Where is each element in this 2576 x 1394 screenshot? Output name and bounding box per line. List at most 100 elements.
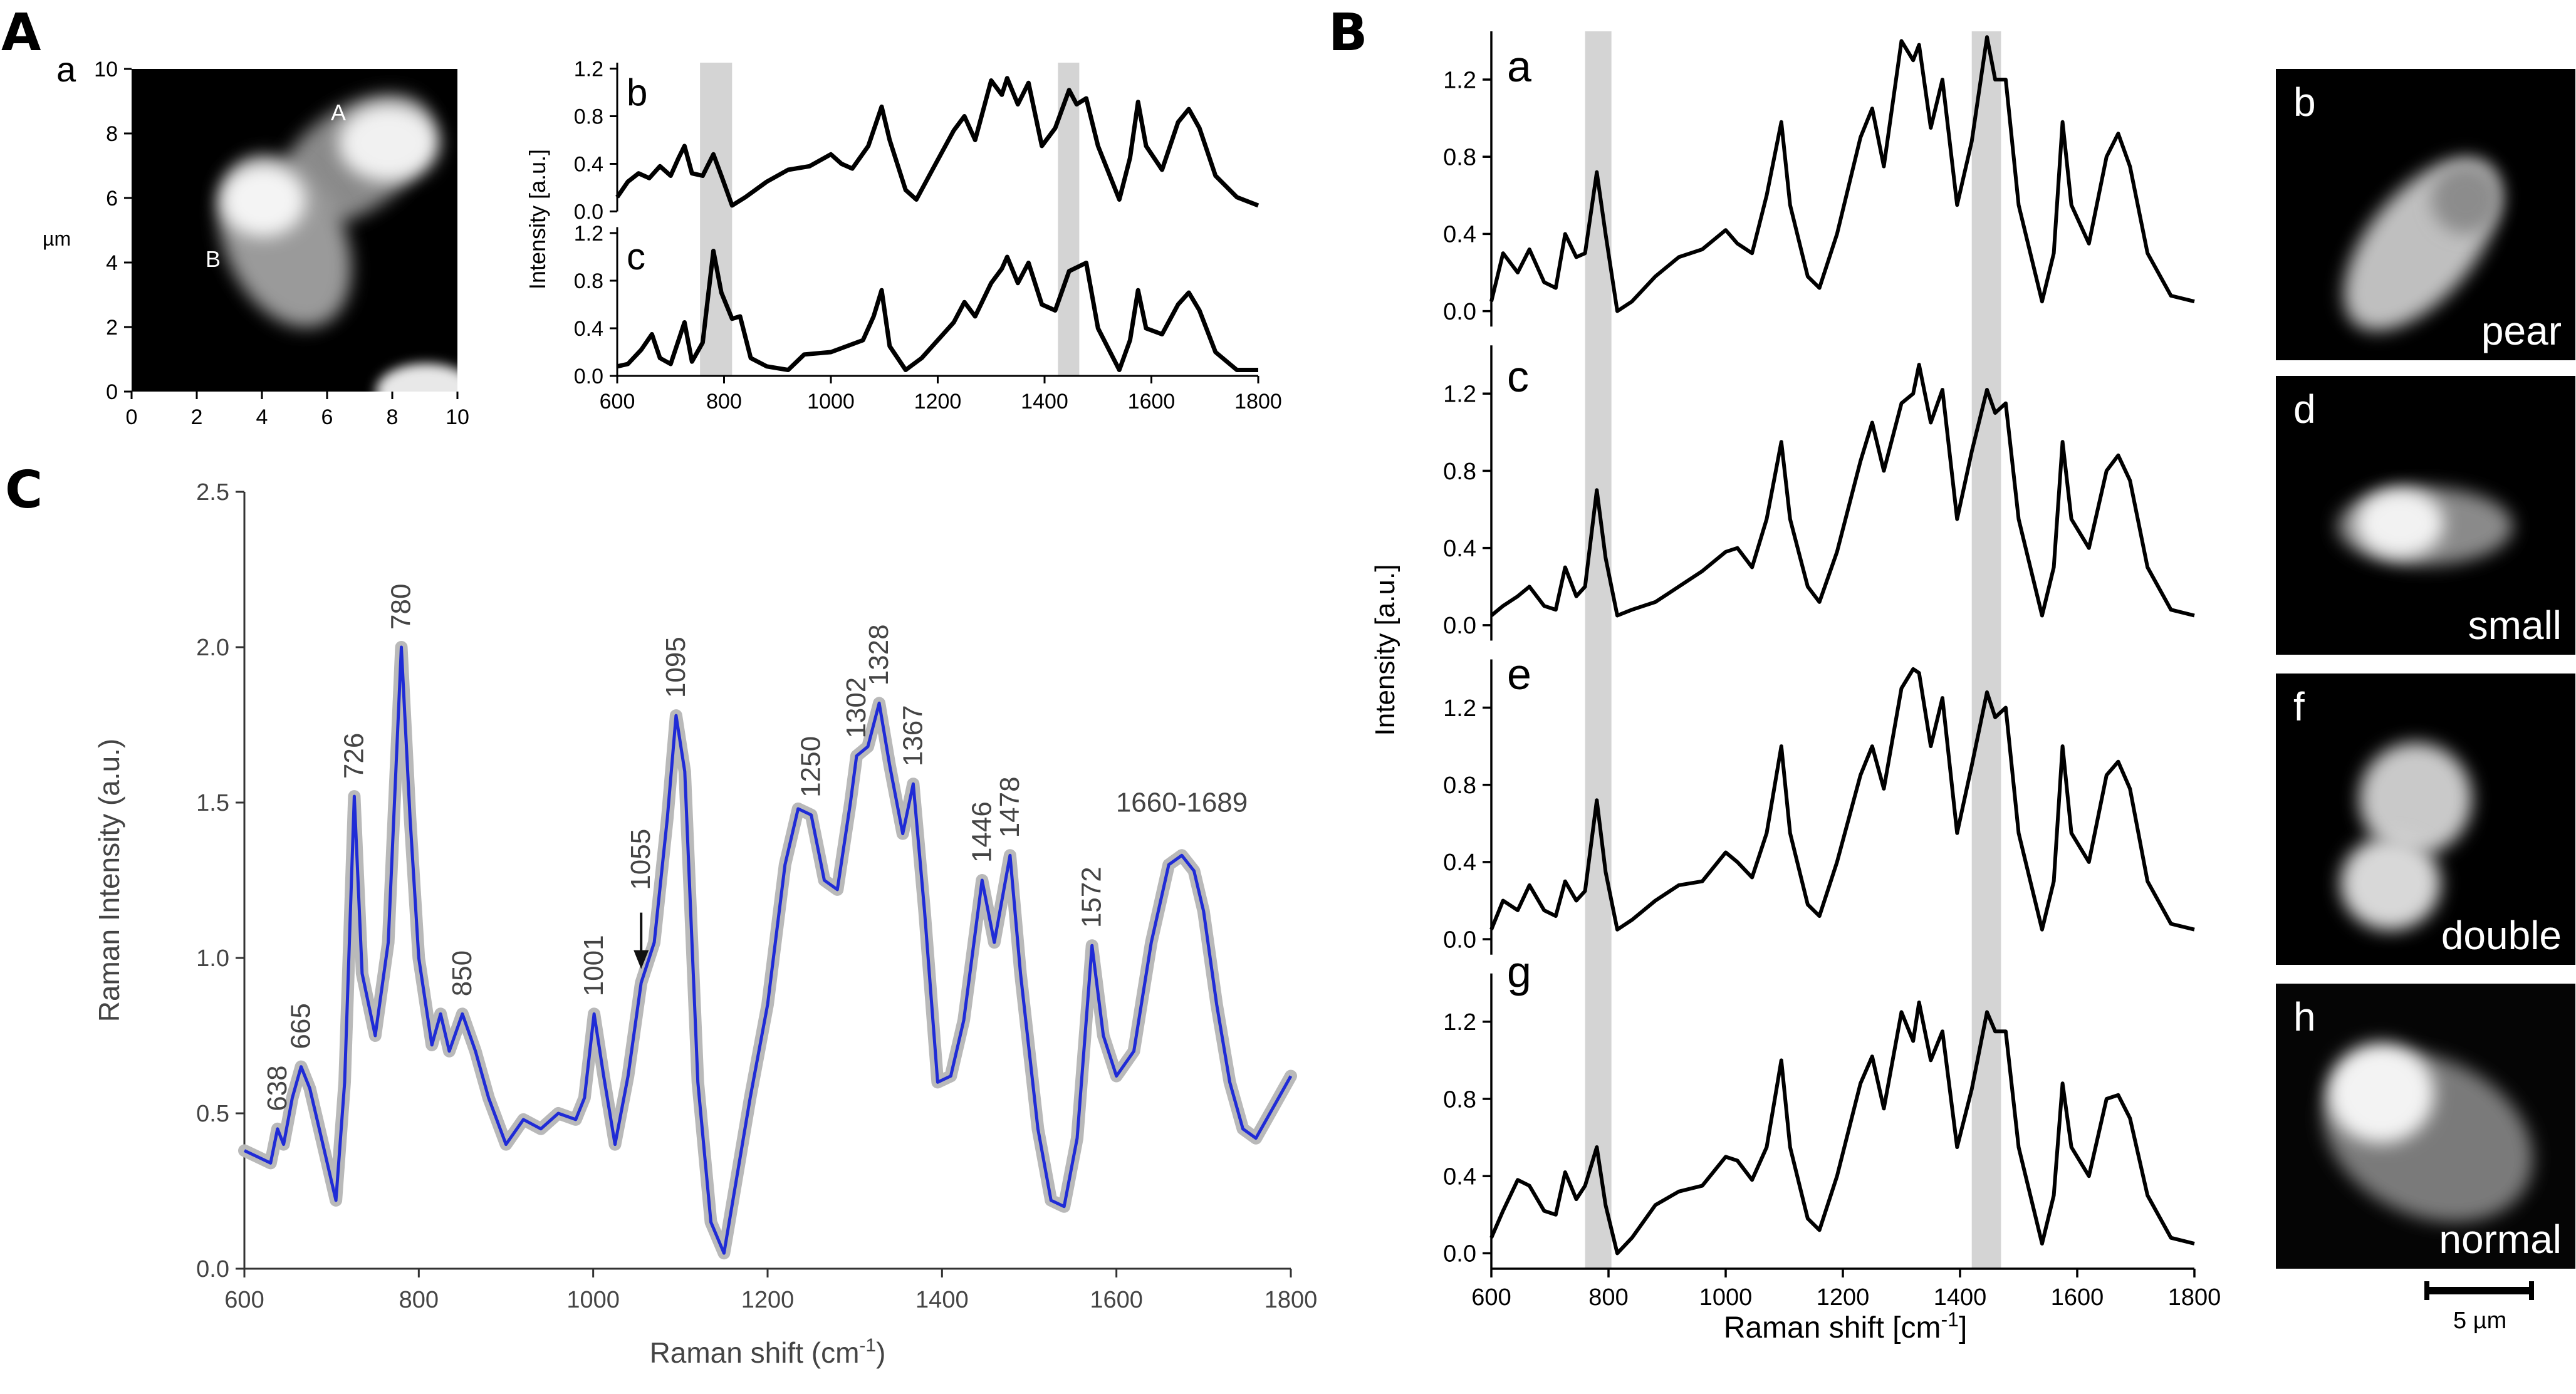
x-tick-label: 1200	[1817, 1284, 1870, 1311]
y-axis-label: Intensity [a.u.]	[1370, 564, 1400, 736]
micro-x-tick-label: 10	[446, 405, 469, 429]
y-tick-label: 0.0	[574, 365, 603, 388]
cell-image-letter: b	[2293, 80, 2316, 125]
cell-image-name: normal	[2439, 1217, 2562, 1262]
spectrum-line-a	[1489, 35, 2195, 313]
peak-label: 1095	[660, 637, 691, 698]
y-axis-label: Intensity [a.u.]	[524, 149, 550, 289]
double-top	[2359, 742, 2472, 855]
micro-y-tick-label: 6	[106, 187, 118, 211]
micrograph-sublabel: a	[56, 49, 76, 89]
y-tick-label: 0.4	[574, 152, 603, 176]
y-tick-label: 2.5	[196, 479, 229, 506]
y-tick-label: 0.8	[1443, 459, 1476, 485]
micrograph-a: a A B µm 0 2 4 6 8 10 0 2 4 6 8 10	[43, 49, 469, 429]
scale-bar-label: 5 µm	[2453, 1308, 2506, 1334]
y-tick-label: 0.0	[1443, 299, 1476, 325]
y-tick-label: 0.0	[1443, 927, 1476, 953]
micro-x-tick-label: 2	[191, 405, 203, 429]
y-tick-label: 0.0	[1443, 613, 1476, 639]
cell-image-name: double	[2441, 913, 2562, 958]
micro-y-tick-label: 10	[94, 58, 118, 81]
cell-image-name: pear	[2481, 308, 2562, 353]
cell-image-letter: h	[2293, 994, 2316, 1039]
peak-label: 1055	[625, 829, 656, 890]
y-tick-label: 0.4	[1443, 1163, 1476, 1190]
y-tick-label: 0.4	[1443, 222, 1476, 248]
cell-image-name: small	[2468, 603, 2562, 648]
y-tick-label: 1.5	[196, 790, 229, 816]
peak-label: 1446	[966, 801, 997, 863]
peak-label: 850	[447, 950, 477, 996]
y-tick-label: 0.4	[1443, 850, 1476, 876]
micro-x-tick-label: 4	[256, 405, 268, 429]
peak-label: 726	[338, 733, 369, 779]
pear-tip	[2431, 165, 2500, 234]
chart-b-sublabel-a: a	[1507, 42, 1531, 91]
x-tick-label: 1200	[741, 1287, 795, 1313]
y-axis-label: Raman Intensity (a.u.)	[93, 739, 125, 1022]
y-tick-label: 1.0	[196, 945, 229, 972]
y-tick-label: 1.2	[574, 57, 603, 81]
peak-label: 1660-1689	[1116, 787, 1248, 818]
chart-c-plot: 0.0 0.5 1.0 1.5 2.0 2.5 600 800 1000 1200 1400 1600…	[93, 479, 1317, 1369]
y-tick-label: 2.0	[196, 635, 229, 661]
y-tick-label: 0.4	[574, 317, 603, 341]
spectrum-line-c	[1490, 363, 2195, 618]
micro-x-tick-label: 8	[387, 405, 399, 429]
y-tick-label: 0.8	[574, 269, 603, 293]
spectrum-sd-band	[238, 641, 1297, 1260]
x-axis-label: Raman shift [cm-1]	[1724, 1308, 1968, 1345]
spectrum-line-c	[617, 249, 1258, 372]
y-tick-label: 0.0	[574, 200, 603, 224]
x-tick-label: 1800	[1234, 390, 1282, 414]
chart-a-sublabel-b: b	[627, 71, 647, 113]
peak-label: 1302	[841, 677, 872, 739]
x-tick-label: 1000	[807, 390, 855, 414]
x-tick-label: 1400	[1934, 1284, 1987, 1311]
x-tick-label: 600	[224, 1287, 264, 1313]
small-bright	[2356, 489, 2444, 558]
x-tick-label: 1000	[566, 1287, 620, 1313]
spectrum-line-e	[1489, 667, 2195, 932]
cell-image-labels: b pear d small f double h normal	[2293, 80, 2562, 1262]
micro-x-tick-label: 6	[321, 405, 333, 429]
y-tick-label: 1.2	[1443, 695, 1476, 722]
chart-b: a c e g 0.00.40.81.20.00.40.81.20.00.40.…	[1370, 31, 2221, 1345]
peak-label: 1478	[994, 776, 1025, 838]
x-tick-label: 1800	[1265, 1287, 1318, 1313]
y-tick-label: 1.2	[1443, 67, 1476, 93]
y-tick-label: 0.8	[1443, 145, 1476, 171]
peak-label: 638	[262, 1065, 293, 1111]
chart-a-sublabel-c: c	[627, 236, 645, 278]
cell-images: b pear d small f double h normal 5 µm	[2276, 69, 2575, 1334]
y-tick-label: 0.4	[1443, 536, 1476, 562]
highlight-band	[1971, 31, 2001, 1269]
chart-b-plot: 0.0 0.4 0.8 1.2 0.0 0.4 0.8 1.2 0.0 0.4 0.8 1.2 0.0 0…	[1370, 31, 2221, 1345]
y-tick-label: 1.2	[574, 222, 603, 246]
panel-letter-c: C	[5, 460, 43, 520]
spectrum-mean-line	[243, 645, 1293, 1255]
y-tick-label: 0.0	[1443, 1241, 1476, 1267]
peak-label: 1572	[1077, 866, 1107, 928]
x-tick-label: 600	[1471, 1284, 1511, 1311]
x-tick-label: 1600	[2051, 1284, 2104, 1311]
micro-y-tick-label: 0	[106, 380, 118, 404]
peak-label: 1367	[897, 705, 928, 766]
micro-x-tick-label: 0	[126, 405, 138, 429]
cell-b-bright	[221, 164, 306, 237]
y-tick-label: 1.2	[1443, 382, 1476, 408]
y-tick-label: 0.8	[574, 105, 603, 128]
x-tick-label: 600	[600, 390, 635, 414]
x-tick-label: 1600	[1128, 390, 1176, 414]
corner-cell	[376, 363, 457, 392]
micro-y-tick-label: 4	[106, 251, 118, 275]
x-tick-label: 1000	[1699, 1284, 1753, 1311]
y-tick-label: 0.8	[1443, 772, 1476, 799]
peak-label: 665	[285, 1003, 316, 1049]
peak-arrowhead	[634, 950, 649, 969]
y-tick-label: 0.8	[1443, 1086, 1476, 1113]
spectrum-line-b	[615, 76, 1259, 208]
